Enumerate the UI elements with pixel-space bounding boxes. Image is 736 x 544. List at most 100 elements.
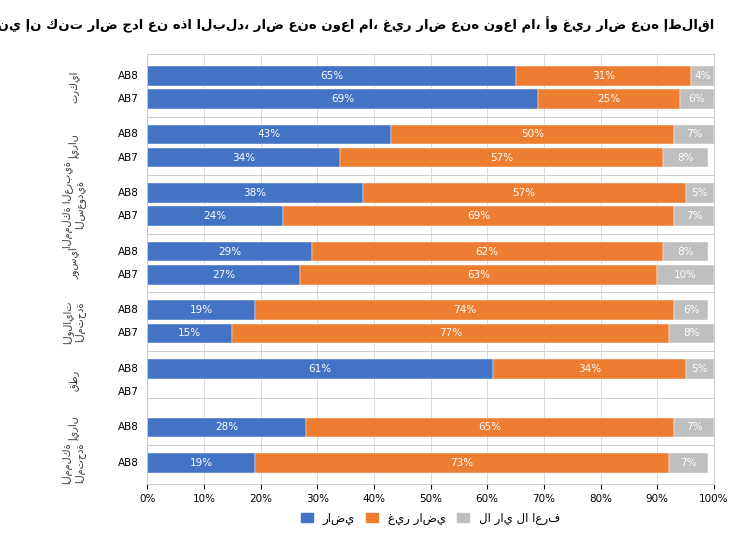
Text: 43%: 43% [258,129,280,139]
Bar [311,242,663,261]
Text: 4%: 4% [694,71,711,81]
Bar [657,265,714,285]
Text: AB8: AB8 [118,305,138,315]
Text: AB8: AB8 [118,188,138,198]
Text: 15%: 15% [178,329,201,338]
Text: 6%: 6% [689,94,705,104]
Bar [691,66,714,85]
Bar [147,148,340,168]
Bar [300,265,657,285]
Text: شكل (1): رجاء أخبرني إن كنت راض جدا عن هذا البلد، راض عنه نوعا ما، غير راض عنه ن: شكل (1): رجاء أخبرني إن كنت راض جدا عن ه… [0,16,714,33]
Text: AB7: AB7 [118,329,138,338]
Bar [147,453,255,473]
Text: قطر: قطر [68,370,79,391]
Text: المملكة العربية
السعودية: المملكة العربية السعودية [62,161,85,248]
Text: 74%: 74% [453,305,476,315]
Bar [255,300,674,320]
Text: AB8: AB8 [118,458,138,468]
Bar [515,66,691,85]
Text: AB7: AB7 [118,211,138,221]
Text: 27%: 27% [212,270,236,280]
Bar [680,89,714,109]
Bar [147,66,515,85]
Text: 19%: 19% [189,305,213,315]
Bar [685,183,714,203]
Text: 69%: 69% [467,211,490,221]
Bar [685,359,714,379]
Bar [147,300,255,320]
Text: الولايات
المتحدة: الولايات المتحدة [62,300,85,343]
Text: 5%: 5% [692,188,708,198]
Text: 63%: 63% [467,270,490,280]
Text: 69%: 69% [331,94,354,104]
Bar [147,418,306,437]
Text: 7%: 7% [680,458,697,468]
Text: 29%: 29% [218,246,241,257]
Text: 25%: 25% [598,94,620,104]
Bar [147,359,493,379]
Text: 34%: 34% [232,152,255,163]
Text: 19%: 19% [189,458,213,468]
Text: 62%: 62% [475,246,499,257]
Text: 7%: 7% [686,129,702,139]
Text: 31%: 31% [592,71,615,81]
Bar [493,359,685,379]
Bar [674,125,714,144]
Bar [674,300,708,320]
Bar [306,418,674,437]
Bar [147,324,233,343]
Text: AB7: AB7 [118,152,138,163]
Text: 7%: 7% [686,422,702,432]
Text: 65%: 65% [320,71,343,81]
Bar [538,89,680,109]
Bar [147,242,311,261]
Text: 61%: 61% [308,364,332,374]
Bar [668,324,714,343]
Text: 8%: 8% [677,152,694,163]
Bar [668,453,708,473]
Text: تركيا: تركيا [68,71,79,103]
Text: 7%: 7% [686,211,702,221]
Bar [255,453,668,473]
Legend: راضي, غير راضي, لا راي لا اعرف: راضي, غير راضي, لا راي لا اعرف [297,507,565,530]
Bar [340,148,663,168]
Text: 57%: 57% [490,152,513,163]
Text: 5%: 5% [692,364,708,374]
Text: المملكة
المتحدة: المملكة المتحدة [63,442,85,484]
Text: AB8: AB8 [118,364,138,374]
Text: AB8: AB8 [118,422,138,432]
Text: إيران: إيران [68,415,79,440]
Text: 38%: 38% [244,188,266,198]
Text: 77%: 77% [439,329,462,338]
Bar [391,125,674,144]
Text: AB7: AB7 [118,270,138,280]
Text: 10%: 10% [674,270,697,280]
Bar [663,242,708,261]
Bar [147,265,300,285]
Bar [147,125,391,144]
Bar [663,148,708,168]
Text: AB8: AB8 [118,246,138,257]
Text: AB7: AB7 [118,387,138,397]
Text: AB8: AB8 [118,71,138,81]
Text: AB7: AB7 [118,94,138,104]
Text: 6%: 6% [683,305,699,315]
Text: 8%: 8% [677,246,694,257]
Text: 24%: 24% [204,211,227,221]
Text: 8%: 8% [683,329,699,338]
Text: AB8: AB8 [118,129,138,139]
Text: 28%: 28% [215,422,238,432]
Text: 65%: 65% [478,422,502,432]
Bar [147,89,538,109]
Text: إيران: إيران [68,133,79,158]
Bar [233,324,668,343]
Text: 34%: 34% [578,364,601,374]
Text: 50%: 50% [521,129,544,139]
Bar [363,183,685,203]
Bar [674,206,714,226]
Text: 57%: 57% [512,188,536,198]
Bar [147,206,283,226]
Bar [147,183,363,203]
Text: روسيا: روسيا [68,248,79,279]
Bar [674,418,714,437]
